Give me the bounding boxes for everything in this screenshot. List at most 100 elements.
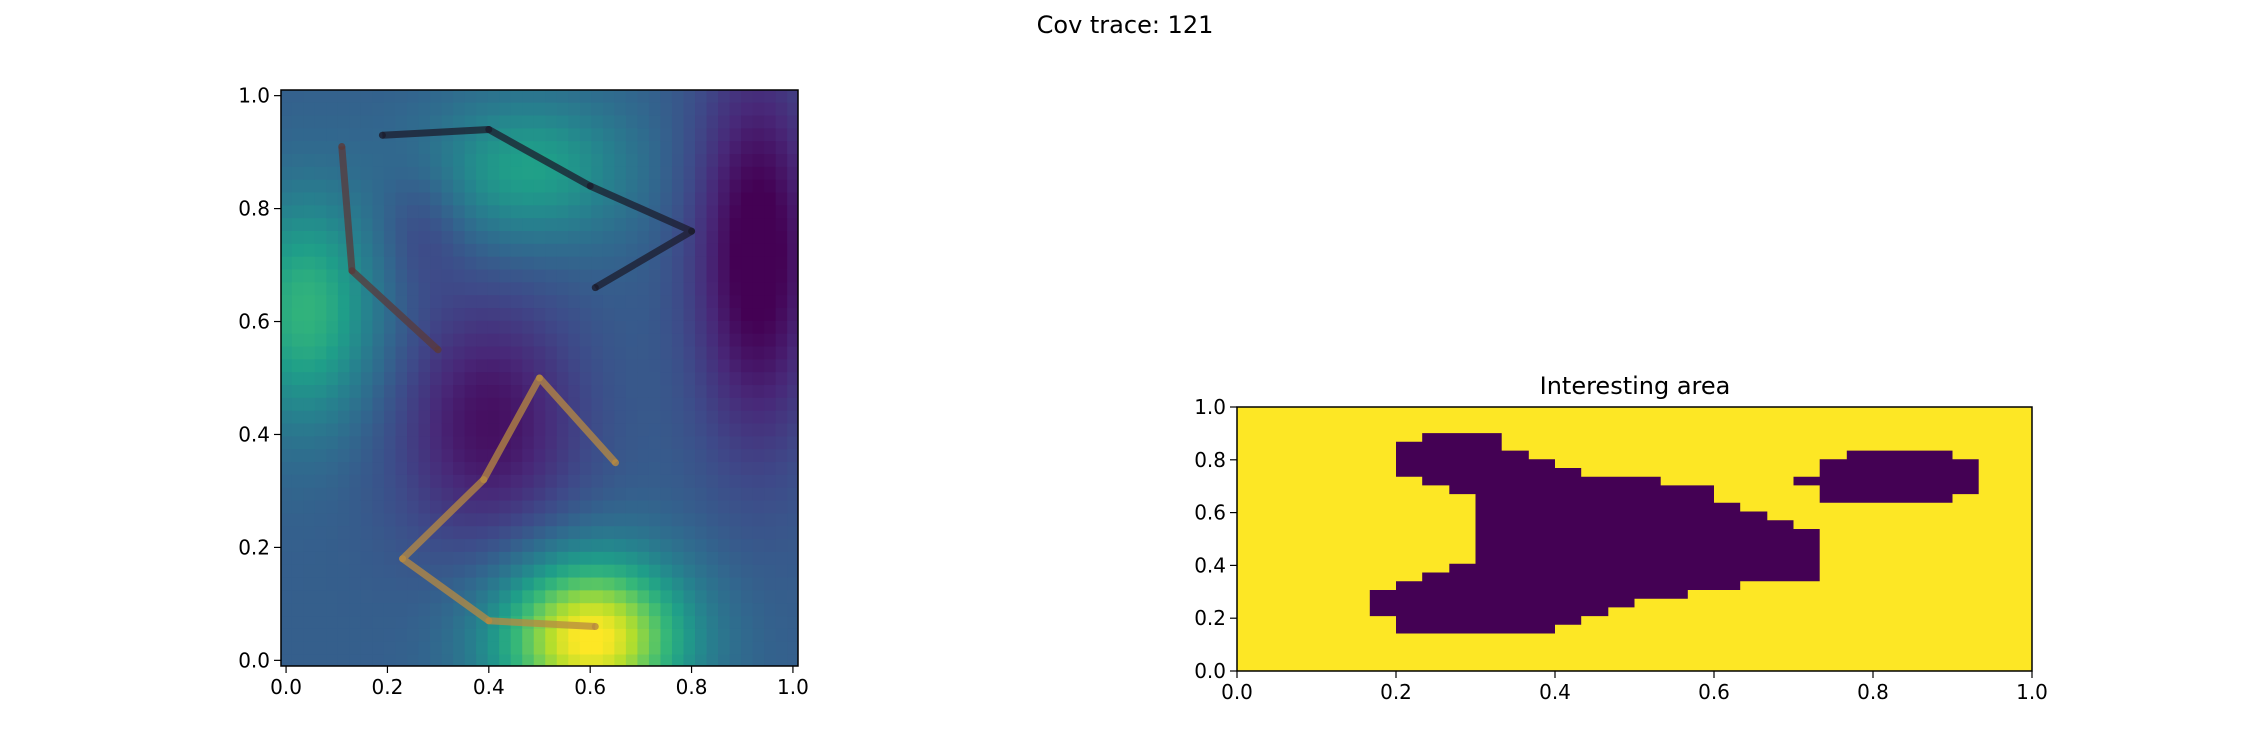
heatmap-cell (303, 140, 316, 154)
heatmap-cell (568, 127, 581, 142)
heatmap-cell (660, 653, 673, 666)
heatmap-cell (337, 499, 351, 514)
heatmap-cell (383, 564, 397, 578)
heatmap-cell (337, 487, 351, 501)
heatmap-cell (395, 358, 408, 373)
heatmap-cell (764, 512, 777, 527)
heatmap-cell (683, 333, 696, 347)
heatmap-cell (349, 487, 362, 501)
heatmap-cell (349, 166, 362, 180)
heatmap-cell (637, 333, 650, 347)
heatmap-cell (487, 320, 500, 334)
heatmap-cell (637, 191, 650, 206)
heatmap-cell (706, 358, 719, 373)
heatmap-cell (418, 345, 431, 360)
heatmap-cell (281, 512, 293, 527)
heatmap-cell (499, 641, 512, 655)
heatmap-cell (671, 474, 685, 488)
heatmap-cell (579, 320, 592, 334)
heatmap-cell (545, 217, 558, 231)
heatmap-cell (729, 397, 742, 411)
heatmap-cell (453, 90, 466, 103)
heatmap-cell (349, 127, 362, 142)
heatmap-cell (729, 512, 742, 527)
heatmap-cell (775, 538, 788, 552)
heatmap-cell (706, 628, 719, 642)
heatmap-cell (556, 589, 569, 604)
heatmap-cell (660, 358, 673, 373)
heatmap-cell (660, 589, 673, 604)
heatmap-cell (510, 230, 523, 244)
heatmap-cell (614, 217, 627, 231)
heatmap-cell (395, 281, 408, 296)
heatmap-cell (487, 345, 500, 360)
heatmap-cell (395, 179, 408, 193)
heatmap-cell (349, 499, 362, 514)
heatmap-cell (337, 397, 351, 411)
heatmap-cell (314, 641, 327, 655)
heatmap-cell (499, 114, 512, 129)
heatmap-cell (453, 358, 466, 373)
heatmap-cell (487, 256, 500, 270)
heatmap-cell (510, 564, 523, 578)
heatmap-cell (648, 179, 662, 193)
heatmap-cell (372, 230, 385, 244)
heatmap-cell (349, 191, 362, 206)
heatmap-cell (648, 602, 662, 617)
heatmap-cell (752, 153, 765, 167)
heatmap-cell (326, 461, 339, 475)
heatmap-cell (614, 358, 627, 373)
heatmap-cell (395, 576, 408, 591)
heatmap-cell (556, 628, 569, 642)
heatmap-cell (775, 294, 788, 309)
heatmap-cell (568, 204, 581, 219)
heatmap-cell (637, 589, 650, 604)
heatmap-cell (360, 191, 374, 206)
heatmap-cell (775, 512, 788, 527)
heatmap-cell (671, 615, 685, 629)
heatmap-cell (372, 397, 385, 411)
x-tick-label: 0.2 (372, 675, 404, 699)
heatmap-cell (476, 307, 489, 321)
heatmap-cell (752, 589, 765, 604)
heatmap-cell (568, 576, 581, 591)
heatmap-cell (360, 461, 374, 475)
heatmap-cell (533, 512, 546, 527)
heatmap-cell (695, 204, 708, 219)
heatmap-cell (291, 191, 304, 206)
heatmap-cell (314, 127, 327, 142)
heatmap-cell (568, 422, 581, 437)
heatmap-cell (741, 153, 754, 167)
heatmap-cell (464, 230, 477, 244)
heatmap-cell (360, 294, 374, 309)
heatmap-cell (741, 576, 754, 591)
heatmap-cell (637, 435, 650, 450)
heatmap-cell (695, 230, 708, 244)
heatmap-cell (510, 320, 523, 334)
heatmap-cell (487, 589, 500, 604)
heatmap-cell (752, 410, 765, 424)
heatmap-cell (706, 512, 719, 527)
heatmap-cell (752, 653, 765, 666)
heatmap-cell (281, 166, 293, 180)
heatmap-cell (568, 320, 581, 334)
heatmap-cell (752, 564, 765, 578)
heatmap-cell (591, 243, 604, 257)
heatmap-cell (303, 435, 316, 450)
heatmap-cell (281, 268, 293, 283)
heatmap-cell (349, 576, 362, 591)
heatmap-cell (614, 397, 627, 411)
heatmap-cell (741, 448, 754, 463)
heatmap-cell (487, 551, 500, 565)
heatmap-cell (545, 345, 558, 360)
heatmap-cell (752, 268, 765, 283)
heatmap-cell (407, 153, 420, 167)
heatmap-cell (326, 179, 339, 193)
heatmap-cell (453, 345, 466, 360)
heatmap-cell (568, 90, 581, 103)
heatmap-cell (522, 320, 535, 334)
heatmap-cell (695, 576, 708, 591)
heatmap-cell (360, 538, 374, 552)
heatmap-cell (568, 345, 581, 360)
heatmap-cell (430, 243, 443, 257)
